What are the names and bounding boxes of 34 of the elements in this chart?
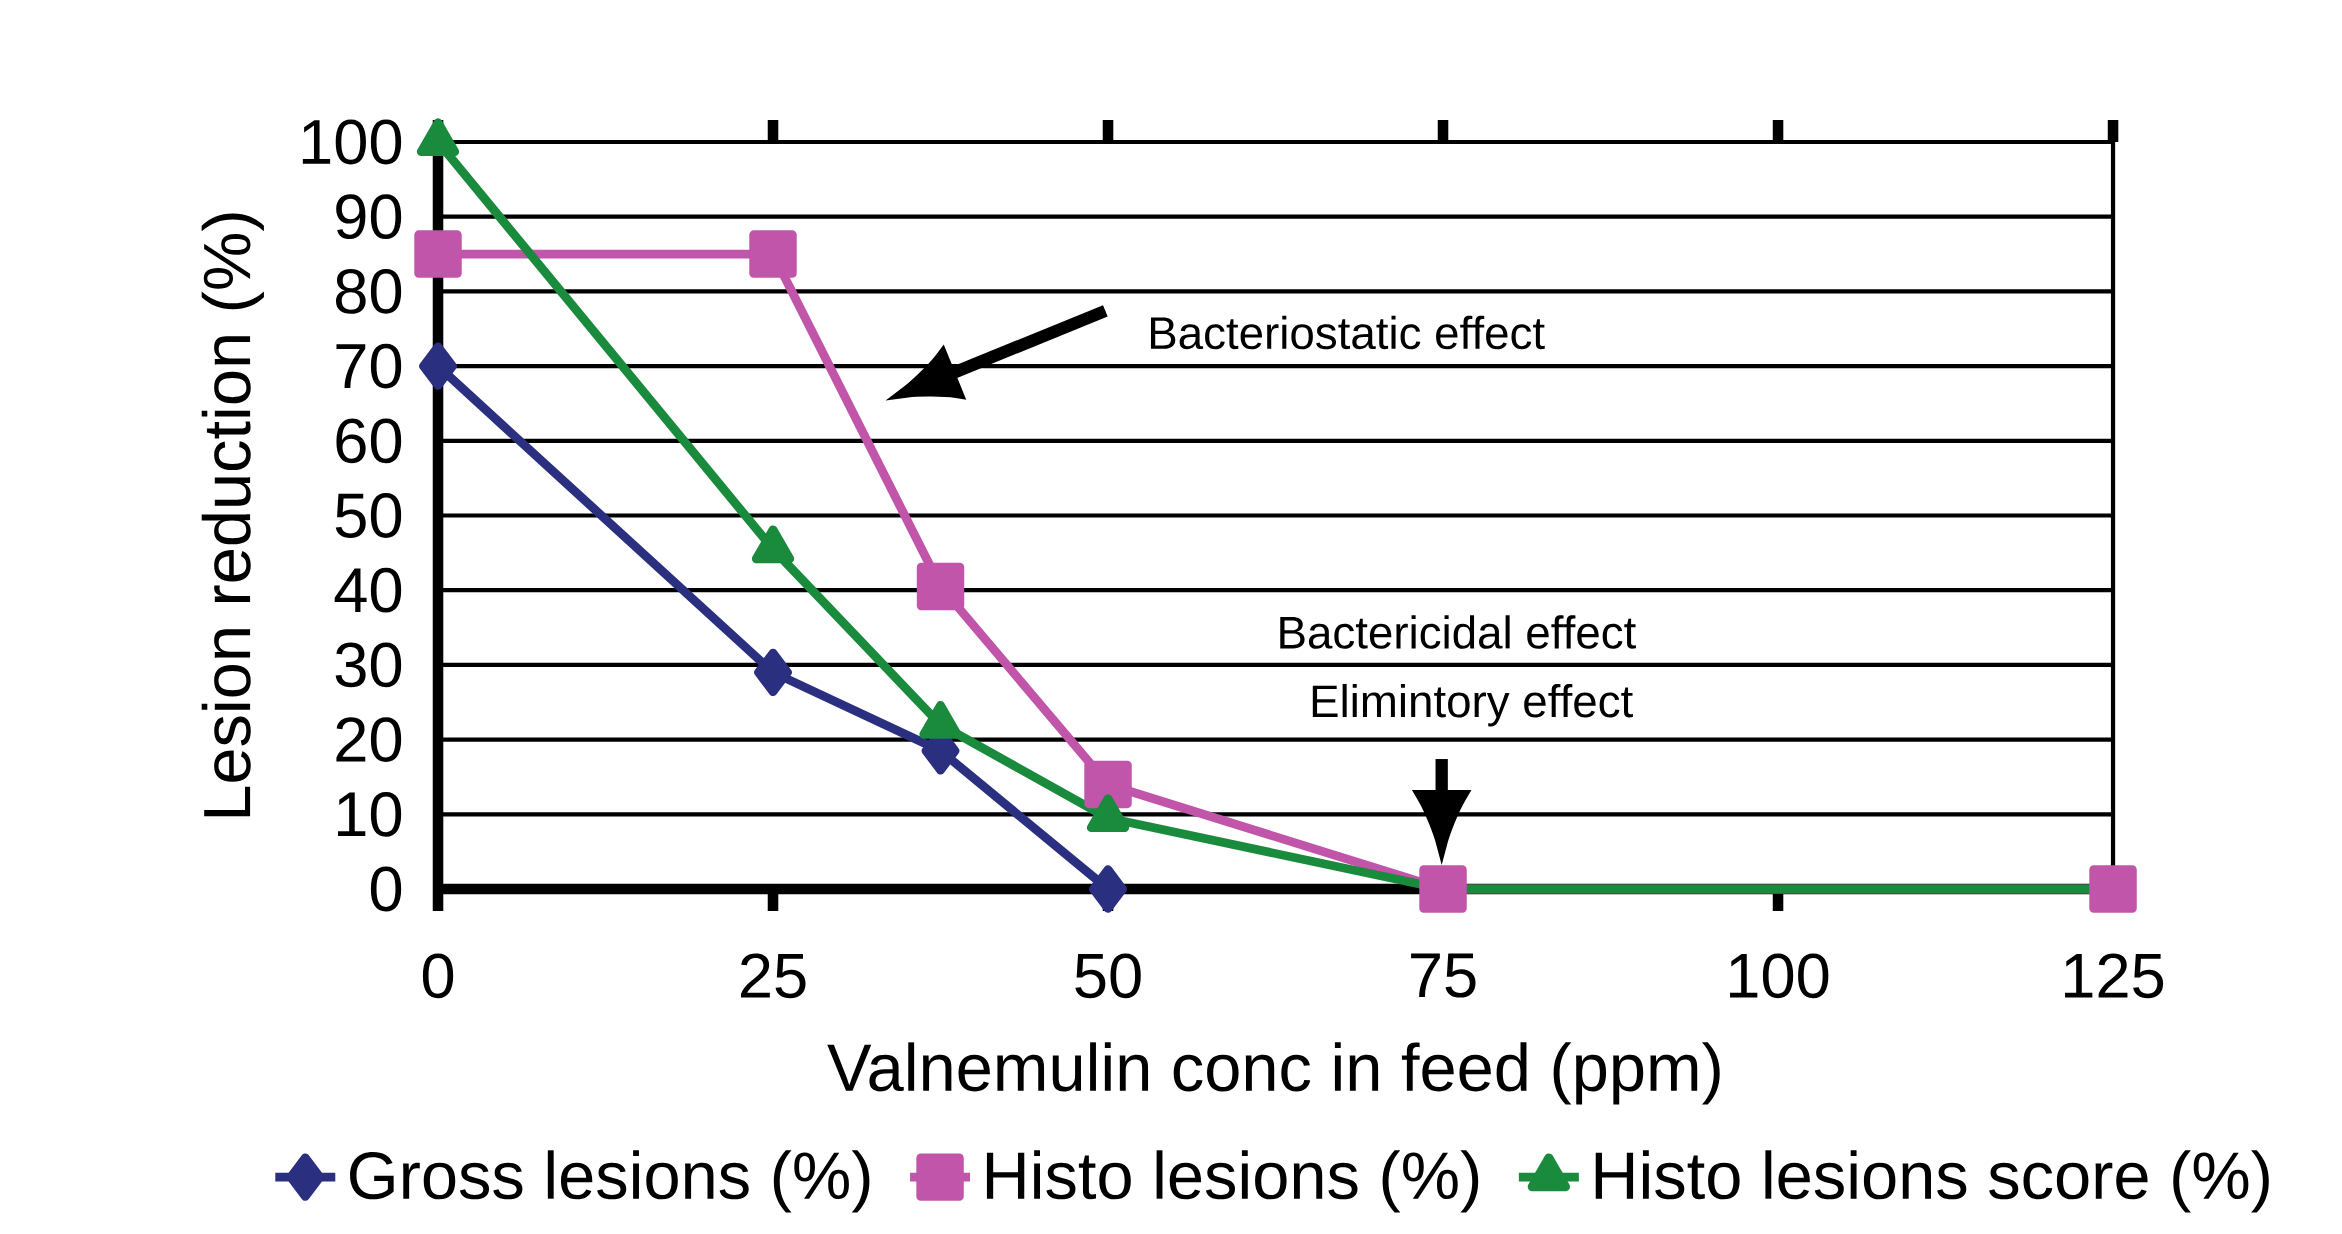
legend-label: Histo lesions (%) <box>986 1150 1479 1213</box>
point <box>749 230 797 278</box>
point <box>419 342 457 390</box>
annotation: Elimintory effect <box>1312 683 1633 727</box>
annotation: Bactericidal effect <box>1280 615 1636 649</box>
point <box>916 562 965 611</box>
y-tick-label: 20 <box>336 717 402 762</box>
y-tick-label: 60 <box>336 418 402 464</box>
point <box>414 230 462 278</box>
y-tick-label: 30 <box>335 642 402 688</box>
y-axis-title: Lesion reduction (%) <box>201 213 264 817</box>
y-tick-label: 90 <box>336 194 402 240</box>
point <box>1089 865 1127 913</box>
y-tick-label: 40 <box>334 567 402 613</box>
legend-label: Gross lesions (%) <box>350 1150 870 1213</box>
point <box>1084 760 1132 809</box>
y-tick-label: 50 <box>335 493 402 538</box>
y-tick-label: 100 <box>302 119 402 165</box>
annotation: Bacteriostatic effect <box>1150 315 1545 350</box>
y-tick-label: 10 <box>338 791 402 837</box>
x-tick-label: 25 <box>741 953 806 999</box>
x-tick-label: 50 <box>1075 953 1141 999</box>
y-tick-label: 80 <box>335 268 402 314</box>
x-tick-label: 100 <box>1730 953 1829 999</box>
x-tick-label: 75 <box>1411 953 1476 998</box>
y-tick-label: 0 <box>370 866 402 912</box>
x-axis-title: Valnemulin conc in feed (ppm) <box>827 1042 1720 1105</box>
legend-label: Histo lesions score (%) <box>1595 1150 2269 1213</box>
x-tick-label: 125 <box>2065 953 2164 999</box>
y-tick-label: 70 <box>336 343 402 389</box>
point <box>1419 865 1467 913</box>
point <box>2089 865 2137 913</box>
x-tick-label: 0 <box>422 953 454 999</box>
point <box>754 648 792 697</box>
